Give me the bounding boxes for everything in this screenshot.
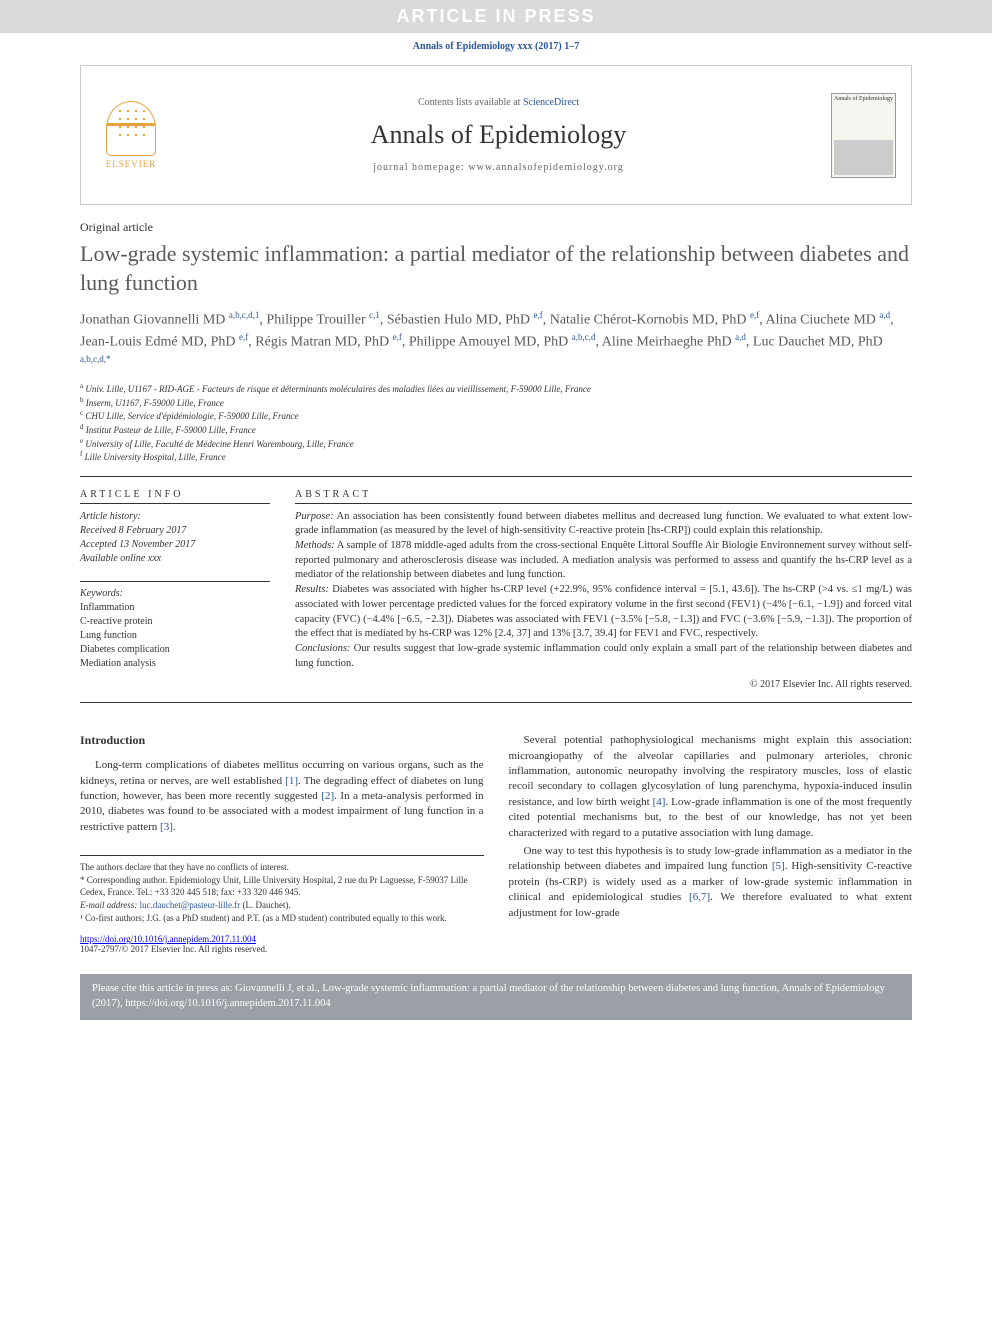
cite-footer: Please cite this article in press as: Gi… <box>80 974 912 1019</box>
purpose-label: Purpose: <box>295 511 334 522</box>
doi-block: https://doi.org/10.1016/j.annepidem.2017… <box>80 934 484 954</box>
body-paragraph: One way to test this hypothesis is to st… <box>509 844 913 921</box>
affiliations: a Univ. Lille, U1167 - RID-AGE - Facteur… <box>80 382 912 464</box>
keywords-block: Keywords: InflammationC-reactive protein… <box>80 581 270 671</box>
affiliation-line: d Institut Pasteur de Lille, F-59000 Lil… <box>80 423 912 437</box>
conclusions-text: Our results suggest that low-grade syste… <box>295 643 912 669</box>
conclusions-label: Conclusions: <box>295 643 350 654</box>
introduction-heading: Introduction <box>80 733 484 748</box>
body-column-right: Several potential pathophysiological mec… <box>509 733 913 954</box>
body-column-left: Introduction Long-term complications of … <box>80 733 484 954</box>
abstract-column: ABSTRACT Purpose: An association has bee… <box>295 489 912 691</box>
history-label: Article history: <box>80 510 270 524</box>
cover-label: Annals of Epidemiology <box>834 96 893 102</box>
abstract-heading: ABSTRACT <box>295 489 912 504</box>
citation-link[interactable]: [2] <box>321 790 334 802</box>
keyword: Mediation analysis <box>80 657 270 671</box>
elsevier-label: ELSEVIER <box>106 159 157 169</box>
article-title: Low-grade systemic inflammation: a parti… <box>80 240 912 297</box>
header-center: Contents lists available at ScienceDirec… <box>166 97 831 173</box>
keywords-label: Keywords: <box>80 587 270 601</box>
info-abstract-row: ARTICLE INFO Article history: Received 8… <box>80 489 912 691</box>
citation-link[interactable]: [1] <box>285 775 298 787</box>
methods-label: Methods: <box>295 540 335 551</box>
homepage-url[interactable]: www.annalsofepidemiology.org <box>468 162 623 173</box>
affiliation-line: f Lille University Hospital, Lille, Fran… <box>80 450 912 464</box>
cofirst-note: ¹ Co-first authors; J.G. (as a PhD stude… <box>80 912 484 925</box>
divider <box>80 476 912 477</box>
conflict-statement: The authors declare that they have no co… <box>80 861 484 874</box>
in-press-banner: ARTICLE IN PRESS <box>0 0 992 33</box>
citation-link[interactable]: [4] <box>653 796 666 808</box>
received-date: Received 8 February 2017 <box>80 524 270 538</box>
affiliation-line: a Univ. Lille, U1167 - RID-AGE - Facteur… <box>80 382 912 396</box>
contents-prefix: Contents lists available at <box>418 97 523 108</box>
citation-link[interactable]: [5] <box>772 860 785 872</box>
elsevier-tree-icon <box>106 101 156 156</box>
keyword: Lung function <box>80 629 270 643</box>
article-content: Original article Low-grade systemic infl… <box>80 220 912 954</box>
body-columns: Introduction Long-term complications of … <box>80 733 912 954</box>
author-list: Jonathan Giovannelli MD a,b,c,d,1, Phili… <box>80 309 912 374</box>
accepted-date: Accepted 13 November 2017 <box>80 538 270 552</box>
body-paragraph: Long-term complications of diabetes mell… <box>80 758 484 835</box>
corresponding-author: * Corresponding author. Epidemiology Uni… <box>80 874 484 899</box>
sciencedirect-link[interactable]: ScienceDirect <box>523 97 579 108</box>
email-link[interactable]: luc.dauchet@pasteur-lille.fr <box>140 900 241 910</box>
citation-link[interactable]: [6,7] <box>689 891 710 903</box>
keyword: Diabetes complication <box>80 643 270 657</box>
body-paragraph: Several potential pathophysiological mec… <box>509 733 913 841</box>
article-info-heading: ARTICLE INFO <box>80 489 270 504</box>
abstract-text: Purpose: An association has been consist… <box>295 510 912 672</box>
results-label: Results: <box>295 584 329 595</box>
divider <box>80 702 912 703</box>
keyword: Inflammation <box>80 601 270 615</box>
keyword: C-reactive protein <box>80 615 270 629</box>
affiliation-line: e University of Lille, Faculté de Médeci… <box>80 437 912 451</box>
issn-copyright: 1047-2797/© 2017 Elsevier Inc. All right… <box>80 944 267 954</box>
email-label: E-mail address: <box>80 900 137 910</box>
results-text: Diabetes was associated with higher hs-C… <box>295 584 912 639</box>
email-suffix: (L. Dauchet). <box>243 900 291 910</box>
article-history: Article history: Received 8 February 201… <box>80 510 270 566</box>
citation-link[interactable]: [3] <box>160 821 173 833</box>
citation-header: Annals of Epidemiology xxx (2017) 1–7 <box>0 33 992 60</box>
homepage-prefix: journal homepage: <box>373 162 468 173</box>
elsevier-logo[interactable]: ELSEVIER <box>96 95 166 175</box>
footnotes: The authors declare that they have no co… <box>80 855 484 924</box>
contents-line: Contents lists available at ScienceDirec… <box>166 97 831 108</box>
methods-text: A sample of 1878 middle-aged adults from… <box>295 540 912 580</box>
article-type: Original article <box>80 220 912 235</box>
homepage-line: journal homepage: www.annalsofepidemiolo… <box>166 162 831 173</box>
affiliation-line: b Inserm, U1167, F-59000 Lille, France <box>80 396 912 410</box>
journal-header-box: ELSEVIER Contents lists available at Sci… <box>80 65 912 205</box>
doi-link[interactable]: https://doi.org/10.1016/j.annepidem.2017… <box>80 934 256 944</box>
keywords-list: InflammationC-reactive proteinLung funct… <box>80 601 270 671</box>
abstract-copyright: © 2017 Elsevier Inc. All rights reserved… <box>295 679 912 690</box>
purpose-text: An association has been consistently fou… <box>295 511 912 537</box>
email-line: E-mail address: luc.dauchet@pasteur-lill… <box>80 899 484 912</box>
journal-name: Annals of Epidemiology <box>166 120 831 150</box>
article-info-column: ARTICLE INFO Article history: Received 8… <box>80 489 270 691</box>
journal-cover-thumbnail[interactable]: Annals of Epidemiology <box>831 93 896 178</box>
online-date: Available online xxx <box>80 552 270 566</box>
affiliation-line: c CHU Lille, Service d'épidémiologie, F-… <box>80 409 912 423</box>
